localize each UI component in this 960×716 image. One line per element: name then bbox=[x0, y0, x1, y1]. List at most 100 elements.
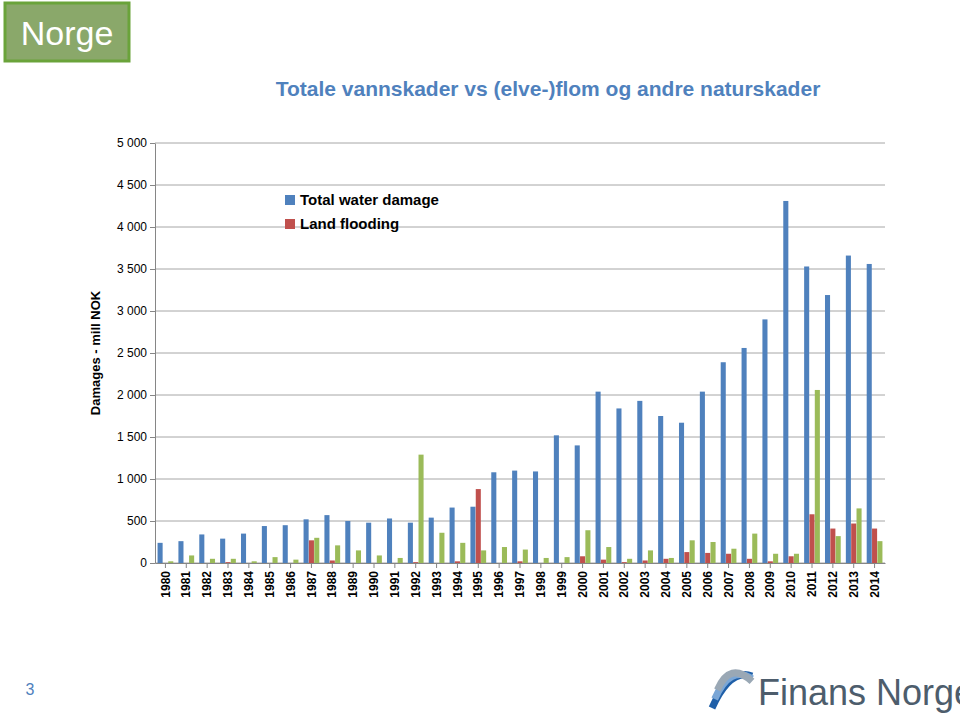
grid-line bbox=[155, 311, 885, 312]
bar bbox=[267, 563, 272, 564]
x-tick-mark bbox=[749, 563, 750, 568]
x-tick: 1996 bbox=[492, 563, 506, 598]
legend-swatch bbox=[285, 195, 295, 205]
bar bbox=[273, 557, 278, 563]
x-tick-mark bbox=[374, 563, 375, 568]
x-tick-label: 2010 bbox=[784, 571, 798, 598]
bar bbox=[616, 408, 621, 563]
bar bbox=[726, 554, 731, 563]
bar bbox=[846, 256, 851, 563]
x-tick: 1988 bbox=[325, 563, 339, 598]
x-tick: 1982 bbox=[200, 563, 214, 598]
grid-line bbox=[155, 143, 885, 144]
bar bbox=[512, 471, 517, 563]
x-tick-mark bbox=[770, 563, 771, 568]
chart-root: NorgeTotale vannskader vs (elve-)flom og… bbox=[0, 0, 960, 716]
bar bbox=[220, 539, 225, 563]
bar bbox=[241, 534, 246, 563]
x-tick: 1992 bbox=[409, 563, 423, 598]
y-tick: 2 500 bbox=[117, 346, 155, 360]
bar bbox=[262, 526, 267, 563]
bar bbox=[684, 552, 689, 563]
y-tick-label: 2 000 bbox=[117, 388, 147, 402]
x-tick: 1987 bbox=[305, 563, 319, 598]
x-tick: 2010 bbox=[784, 563, 798, 598]
x-tick: 2003 bbox=[638, 563, 652, 598]
x-tick: 2013 bbox=[847, 563, 861, 598]
grid-line bbox=[155, 521, 885, 522]
x-tick-label: 1992 bbox=[409, 571, 423, 598]
x-tick: 1997 bbox=[513, 563, 527, 598]
bar bbox=[857, 508, 862, 563]
bar bbox=[491, 472, 496, 563]
x-tick-mark bbox=[436, 563, 437, 568]
x-tick-mark bbox=[248, 563, 249, 568]
x-tick-mark bbox=[540, 563, 541, 568]
bar bbox=[705, 553, 710, 563]
x-tick: 1985 bbox=[263, 563, 277, 598]
x-tick: 1983 bbox=[221, 563, 235, 598]
y-axis: 05001 0001 5002 0002 5003 0003 5004 0004… bbox=[117, 136, 156, 570]
x-tick-label: 1987 bbox=[305, 571, 319, 598]
bar bbox=[533, 471, 538, 563]
grid-line bbox=[155, 227, 885, 228]
x-tick: 1993 bbox=[430, 563, 444, 598]
bar bbox=[565, 557, 570, 563]
bar bbox=[669, 558, 674, 563]
bar bbox=[721, 362, 726, 563]
bar bbox=[413, 562, 418, 563]
y-tick-mark bbox=[150, 353, 155, 354]
bar bbox=[366, 523, 371, 563]
x-tick-label: 2000 bbox=[576, 571, 590, 598]
bar bbox=[470, 507, 475, 563]
bar bbox=[648, 550, 653, 563]
y-axis-title: Damages - mill NOK bbox=[88, 290, 103, 415]
bar bbox=[544, 558, 549, 563]
x-tick-mark bbox=[686, 563, 687, 568]
bar bbox=[419, 455, 424, 563]
bar bbox=[830, 529, 835, 563]
bar bbox=[773, 554, 778, 563]
bar bbox=[559, 563, 564, 564]
y-tick: 4 000 bbox=[117, 220, 155, 234]
x-tick-mark bbox=[791, 563, 792, 568]
bar bbox=[804, 266, 809, 563]
bar bbox=[497, 563, 502, 564]
x-tick-label: 1988 bbox=[325, 571, 339, 598]
y-tick-mark bbox=[150, 395, 155, 396]
bar bbox=[231, 559, 236, 563]
x-tick-label: 1998 bbox=[534, 571, 548, 598]
bar bbox=[184, 563, 189, 564]
x-tick-label: 2011 bbox=[805, 571, 819, 597]
bar bbox=[178, 541, 183, 563]
x-tick-mark bbox=[311, 563, 312, 568]
bar bbox=[455, 561, 460, 563]
x-tick-label: 2001 bbox=[597, 571, 611, 598]
bar bbox=[324, 515, 329, 563]
x-tick-label: 1983 bbox=[221, 571, 235, 598]
x-tick-label: 1980 bbox=[159, 571, 173, 598]
bar bbox=[601, 560, 606, 563]
y-axis-line bbox=[155, 144, 156, 564]
y-tick-label: 0 bbox=[140, 556, 147, 570]
y-tick: 3 500 bbox=[117, 262, 155, 276]
x-tick-mark bbox=[832, 563, 833, 568]
x-tick: 1998 bbox=[534, 563, 548, 598]
x-tick-mark bbox=[353, 563, 354, 568]
bar bbox=[872, 529, 877, 563]
x-tick: 2008 bbox=[743, 563, 757, 598]
x-tick: 1981 bbox=[179, 563, 193, 598]
bar bbox=[747, 559, 752, 563]
y-tick-mark bbox=[150, 479, 155, 480]
x-tick-mark bbox=[853, 563, 854, 568]
bar bbox=[158, 543, 163, 563]
x-tick-label: 2007 bbox=[722, 571, 736, 598]
y-tick-label: 4 500 bbox=[117, 178, 147, 192]
bar bbox=[825, 295, 830, 563]
y-tick: 1 000 bbox=[117, 472, 155, 486]
x-tick-label: 1997 bbox=[513, 571, 527, 598]
bar bbox=[314, 538, 319, 563]
bar bbox=[283, 525, 288, 563]
x-tick: 2009 bbox=[763, 563, 777, 598]
x-tick-mark bbox=[499, 563, 500, 568]
